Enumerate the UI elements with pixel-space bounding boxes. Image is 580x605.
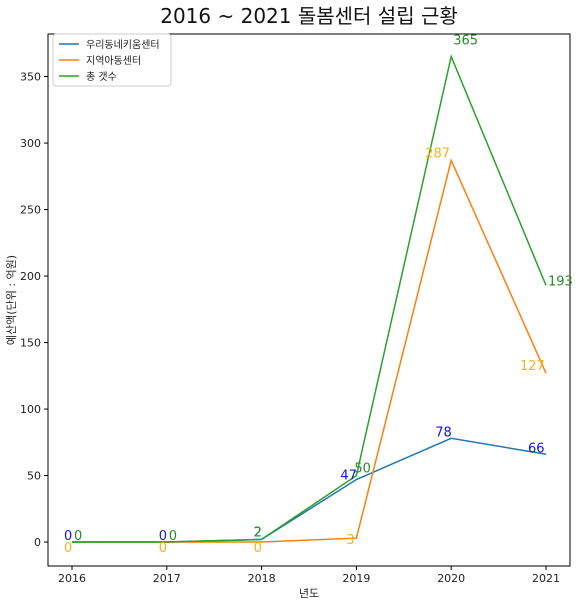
data-label: 3 [346, 533, 354, 548]
x-tick-label: 2017 [153, 572, 181, 585]
data-label: 50 [354, 462, 371, 477]
data-label: 66 [528, 441, 545, 456]
y-tick-label: 50 [27, 470, 41, 483]
data-label: 0 [169, 529, 177, 544]
data-label: 127 [520, 359, 545, 374]
y-tick-label: 0 [34, 536, 41, 549]
y-tick-label: 150 [20, 337, 41, 350]
data-label: 0 [254, 541, 262, 556]
series-line-2 [72, 54, 547, 543]
y-tick-label: 350 [20, 71, 41, 84]
data-label: 2 [254, 525, 262, 540]
legend-box [52, 33, 172, 87]
x-tick-label: 2021 [532, 572, 560, 585]
series-line-1 [72, 158, 547, 543]
x-tick-label: 2018 [248, 572, 276, 585]
y-tick-label: 200 [20, 270, 41, 283]
y-tick-label: 250 [20, 204, 41, 217]
y-axis: 0 50 100 150 200 250 300 350 [20, 71, 48, 549]
legend-entry: 지역아동센터 [86, 55, 141, 67]
data-label: 193 [548, 274, 573, 289]
data-label: 287 [425, 146, 450, 161]
y-tick-label: 100 [20, 403, 41, 416]
data-label: 2 [254, 525, 262, 540]
y-axis-label: 예산액(단위 : 억원) [5, 255, 18, 345]
data-label: 78 [435, 425, 452, 440]
x-tick-label: 2019 [342, 572, 370, 585]
data-label: 0 [64, 541, 72, 556]
x-tick-label: 2020 [437, 572, 465, 585]
data-label: 0 [64, 529, 72, 544]
legend-entry: 우리동네키움센터 [86, 39, 160, 51]
x-axis-label: 년도 [299, 587, 319, 600]
x-tick-label: 2016 [58, 572, 86, 585]
data-label: 0 [159, 541, 167, 556]
plot-area [47, 33, 571, 567]
series-lines [72, 54, 547, 543]
legend-entry: 총 갯수 [86, 71, 117, 83]
data-label: 0 [159, 529, 167, 544]
x-axis: 2016 2017 2018 2019 2020 2021 [58, 566, 560, 585]
series-line-0 [72, 437, 547, 543]
data-label: 365 [453, 34, 478, 49]
y-tick-label: 300 [20, 137, 41, 150]
data-label: 47 [340, 469, 357, 484]
data-label: 0 [74, 529, 82, 544]
chart-title: 2016 ~ 2021 돌봄센터 설립 근황 [160, 4, 458, 28]
